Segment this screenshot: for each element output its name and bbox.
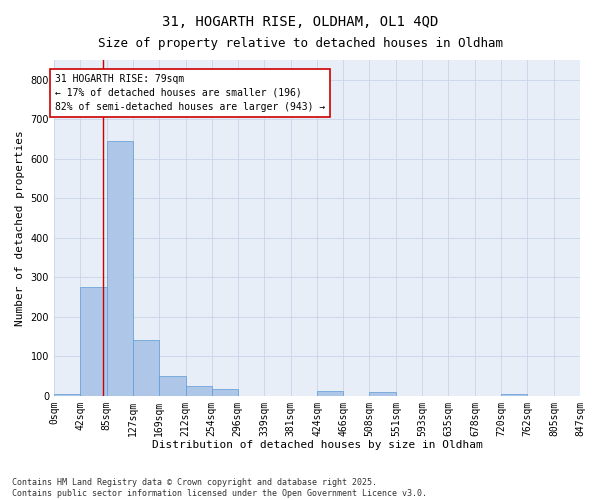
X-axis label: Distribution of detached houses by size in Oldham: Distribution of detached houses by size … [152, 440, 482, 450]
Bar [370, 392, 396, 396]
Text: Contains HM Land Registry data © Crown copyright and database right 2025.
Contai: Contains HM Land Registry data © Crown c… [12, 478, 427, 498]
Bar [159, 376, 185, 396]
Text: 31 HOGARTH RISE: 79sqm
← 17% of detached houses are smaller (196)
82% of semi-de: 31 HOGARTH RISE: 79sqm ← 17% of detached… [55, 74, 325, 112]
Bar [133, 340, 159, 396]
Bar [212, 389, 238, 396]
Bar [107, 141, 133, 396]
Bar [501, 394, 527, 396]
Bar [317, 390, 343, 396]
Bar [80, 287, 107, 396]
Bar [54, 394, 80, 396]
Text: 31, HOGARTH RISE, OLDHAM, OL1 4QD: 31, HOGARTH RISE, OLDHAM, OL1 4QD [162, 15, 438, 29]
Bar [185, 386, 212, 396]
Text: Size of property relative to detached houses in Oldham: Size of property relative to detached ho… [97, 38, 503, 51]
Y-axis label: Number of detached properties: Number of detached properties [15, 130, 25, 326]
